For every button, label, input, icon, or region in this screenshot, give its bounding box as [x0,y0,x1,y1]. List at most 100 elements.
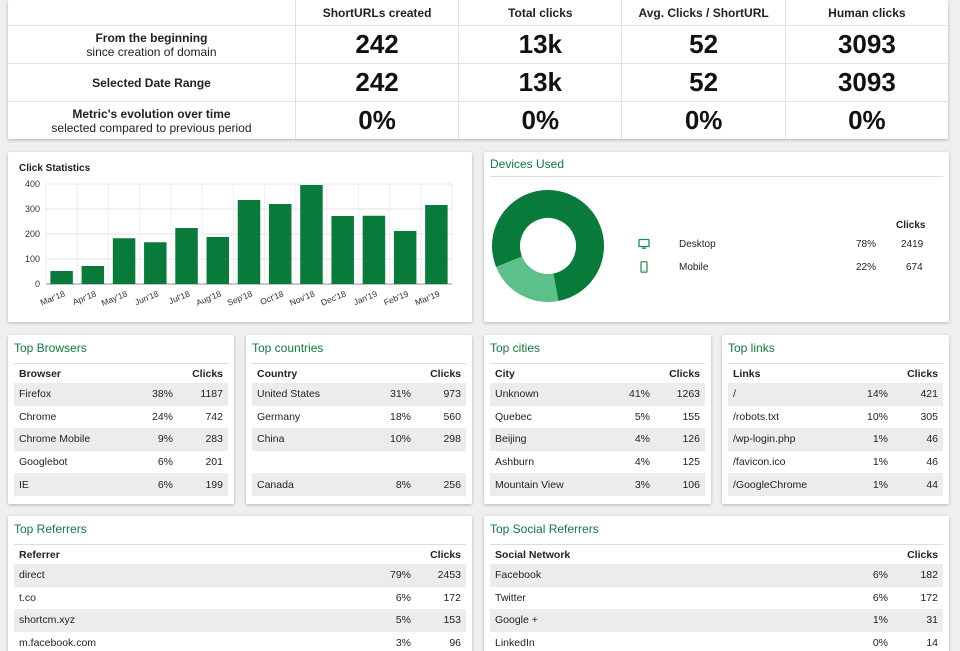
donut-slice[interactable] [492,190,604,302]
table-row: /favicon.ico 1% 46 [728,451,943,474]
row-name: /wp-login.php [733,433,796,446]
value-cell: 0% [784,102,948,139]
table-row: Firefox 38% 1187 [14,383,228,406]
row-name: / [733,388,736,401]
bar[interactable] [268,204,292,284]
bar[interactable] [81,266,105,284]
header-shorturls-created: ShortURLs created [294,0,458,25]
row-label: From the beginning [95,30,208,45]
top-countries-table: Country Clicks United States 31% 973 Germany 1… [252,363,466,496]
row-percent: 4% [634,456,650,469]
row-percent: 31% [389,388,411,401]
top-referrers-card: Top Referrers Referrer Clicks direct 79% 245… [8,516,472,651]
value-cell: 0% [294,102,458,139]
table-header-row: Social Network Clicks [490,544,943,564]
bar[interactable] [425,205,448,284]
table-row: Google + 1% 31 [490,609,943,632]
bar[interactable] [112,238,136,284]
devices-used-card: Devices Used Clicks Desktop 78% 2419 Mob… [484,152,949,322]
row-percent: 38% [151,388,173,401]
bar[interactable] [50,271,73,284]
table-header-row: Links Clicks [728,363,943,383]
bar[interactable] [144,242,167,284]
x-tick-label: Mar'19 [414,288,442,307]
header-avg-clicks: Avg. Clicks / ShortURL [621,0,784,25]
row-clicks: 155 [682,410,700,423]
row-clicks: 172 [443,591,461,604]
top-social-referrers-card: Top Social Referrers Social Network Click… [484,516,949,651]
bar[interactable] [175,228,198,284]
device-clicks: 2419 [901,239,924,250]
x-tick-label: Aug'18 [194,288,222,307]
table-row: Twitter 6% 172 [490,587,943,610]
device-clicks: 674 [906,262,923,273]
desktop-icon [638,238,650,253]
x-tick-label: Dec'18 [319,288,347,307]
row-clicks: 106 [682,478,700,491]
devices-donut-chart [492,190,604,302]
value-cell: 13k [458,26,621,63]
table-row: China 10% 298 [252,428,466,451]
row-clicks: 31 [926,614,938,627]
row-name: Canada [257,478,294,491]
header-total-clicks: Total clicks [458,0,621,25]
table-row: shortcm.xyz 5% 153 [14,609,466,632]
table-row: m.facebook.com 3% 96 [14,632,466,651]
bar[interactable] [331,216,354,284]
value-cell: 52 [621,26,784,63]
row-name: /GoogleChrome [733,478,808,491]
top-links-card: Top links Links Clicks / 14% 421/robots.txt 1… [722,335,949,504]
x-tick-label: Apr'18 [71,288,98,306]
row-clicks: 14 [926,637,938,650]
row-sublabel: selected compared to previous period [51,120,252,135]
row-clicks: 46 [926,456,938,469]
row-percent: 6% [872,591,888,604]
row-clicks: 96 [449,637,461,650]
column-header: Country [257,367,298,380]
bar[interactable] [393,231,417,284]
table-header-row: Referrer Clicks [14,544,466,564]
table-row: /wp-login.php 1% 46 [728,428,943,451]
row-name: Unknown [495,388,539,401]
row-name: Beijing [495,433,527,446]
click-statistics-chart: 0 100 200 300 400 Mar'18 Apr'18 May'18 Jun'18 Jul… [25,179,453,308]
table-row: direct 79% 2453 [14,564,466,587]
bar[interactable] [237,200,261,284]
row-name: Facebook [495,569,542,582]
x-tick-label: Oct'18 [259,288,286,306]
bar[interactable] [362,215,386,284]
x-tick-label: Jan'19 [352,288,379,307]
row-name: t.co [19,591,36,604]
bar[interactable] [300,185,323,284]
top-countries-card: Top countries Country Clicks United States… [246,335,472,504]
row-sublabel: since creation of domain [86,44,217,59]
table-row [252,451,466,474]
x-tick-label: Jul'18 [167,288,191,306]
summary-row-evolution: Metric's evolution over time selected com… [8,101,948,139]
row-percent: 41% [628,388,650,401]
bar[interactable] [206,237,230,284]
summary-header-row: ShortURLs created Total clicks Avg. Clic… [8,0,948,25]
row-name: Google + [495,614,538,627]
row-name: m.facebook.com [19,637,97,650]
row-clicks: 742 [205,410,223,423]
row-name: LinkedIn [495,637,535,650]
row-percent: 6% [395,591,411,604]
row-clicks: 560 [443,410,461,423]
top-browsers-table: Browser Clicks Firefox 38% 1187 Chrome 24% 742 C… [14,363,228,496]
row-percent: 9% [157,433,173,446]
column-header: Referrer [19,548,60,561]
row-name: Chrome Mobile [19,433,91,446]
row-percent: 3% [634,478,650,491]
table-row: Quebec 5% 155 [490,406,705,429]
row-name: Germany [257,410,301,423]
row-name: Firefox [19,388,52,401]
card-title: Top links [728,341,775,355]
row-percent: 1% [872,433,888,446]
row-name: /robots.txt [733,410,780,423]
table-row: t.co 6% 172 [14,587,466,610]
value-cell: 0% [458,102,621,139]
top-cities-table: City Clicks Unknown 41% 1263 Quebec 5% 155 Beiji… [490,363,705,496]
y-tick-label: 100 [25,254,40,264]
value-cell: 3093 [784,26,948,63]
